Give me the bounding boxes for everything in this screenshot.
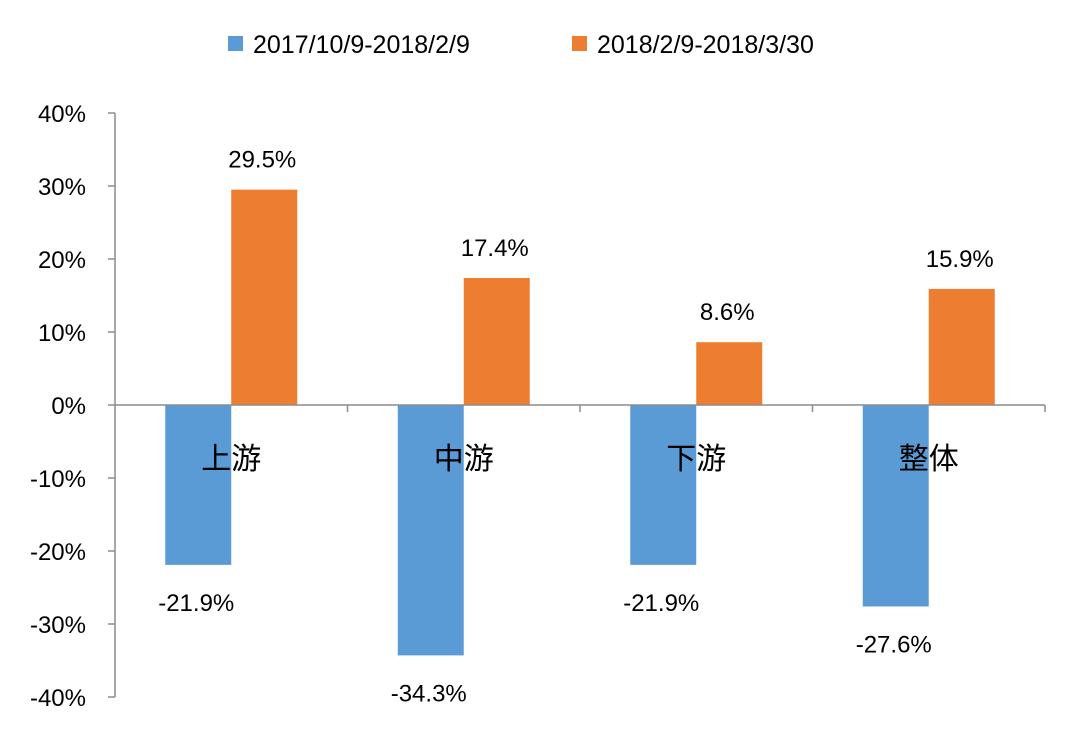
bar-series2-1 xyxy=(231,189,298,405)
legend-swatch-2 xyxy=(572,36,587,51)
bar-series2-4 xyxy=(928,288,995,405)
y-tick-label: 20% xyxy=(38,247,86,274)
data-label-series1-3: -21.9% xyxy=(623,590,699,617)
y-tick-label: -40% xyxy=(30,685,86,712)
data-label-series2-4: 15.9% xyxy=(926,246,994,273)
y-tick-label: 40% xyxy=(38,101,86,128)
data-labels: -21.9% -34.3% -21.9% -27.6% 29.5% 17.4% 8.6% 15… xyxy=(158,147,994,708)
data-label-series2-1: 29.5% xyxy=(228,147,296,174)
y-tick-label: 0% xyxy=(51,393,86,420)
bar-series1-2 xyxy=(397,405,464,656)
category-labels: 上游 中游 下游 整体 xyxy=(201,443,959,476)
x-axis xyxy=(115,404,1046,412)
bar-series1-3 xyxy=(630,405,697,565)
data-label-series1-4: -27.6% xyxy=(856,631,932,658)
category-label-2: 中游 xyxy=(434,443,494,476)
data-label-series2-3: 8.6% xyxy=(700,299,755,326)
y-tick-label: -30% xyxy=(30,612,86,639)
bar-series2-3 xyxy=(696,342,763,405)
data-label-series1-1: -21.9% xyxy=(158,590,234,617)
bar-series1-4 xyxy=(862,405,929,607)
data-label-series2-2: 17.4% xyxy=(461,235,529,262)
legend-swatch-1 xyxy=(228,36,243,51)
legend-label-2: 2018/2/9-2018/3/30 xyxy=(597,31,814,59)
data-label-series1-2: -34.3% xyxy=(391,680,467,707)
y-tick-label: -10% xyxy=(30,466,86,493)
category-label-1: 上游 xyxy=(201,443,261,476)
bar-series2-2 xyxy=(463,277,530,405)
legend: 2017/10/9-2018/2/9 2018/2/9-2018/3/30 xyxy=(228,31,814,59)
y-tick-label: -20% xyxy=(30,539,86,566)
y-axis: 40% 30% 20% 10% 0% -10% -20% -30% -40% xyxy=(30,101,116,712)
y-tick-label: 30% xyxy=(38,174,86,201)
category-label-4: 整体 xyxy=(899,443,959,476)
category-label-3: 下游 xyxy=(666,443,726,476)
bar-series1-1 xyxy=(165,405,232,565)
legend-label-1: 2017/10/9-2018/2/9 xyxy=(253,31,470,59)
bars xyxy=(165,189,995,656)
y-tick-label: 10% xyxy=(38,320,86,347)
